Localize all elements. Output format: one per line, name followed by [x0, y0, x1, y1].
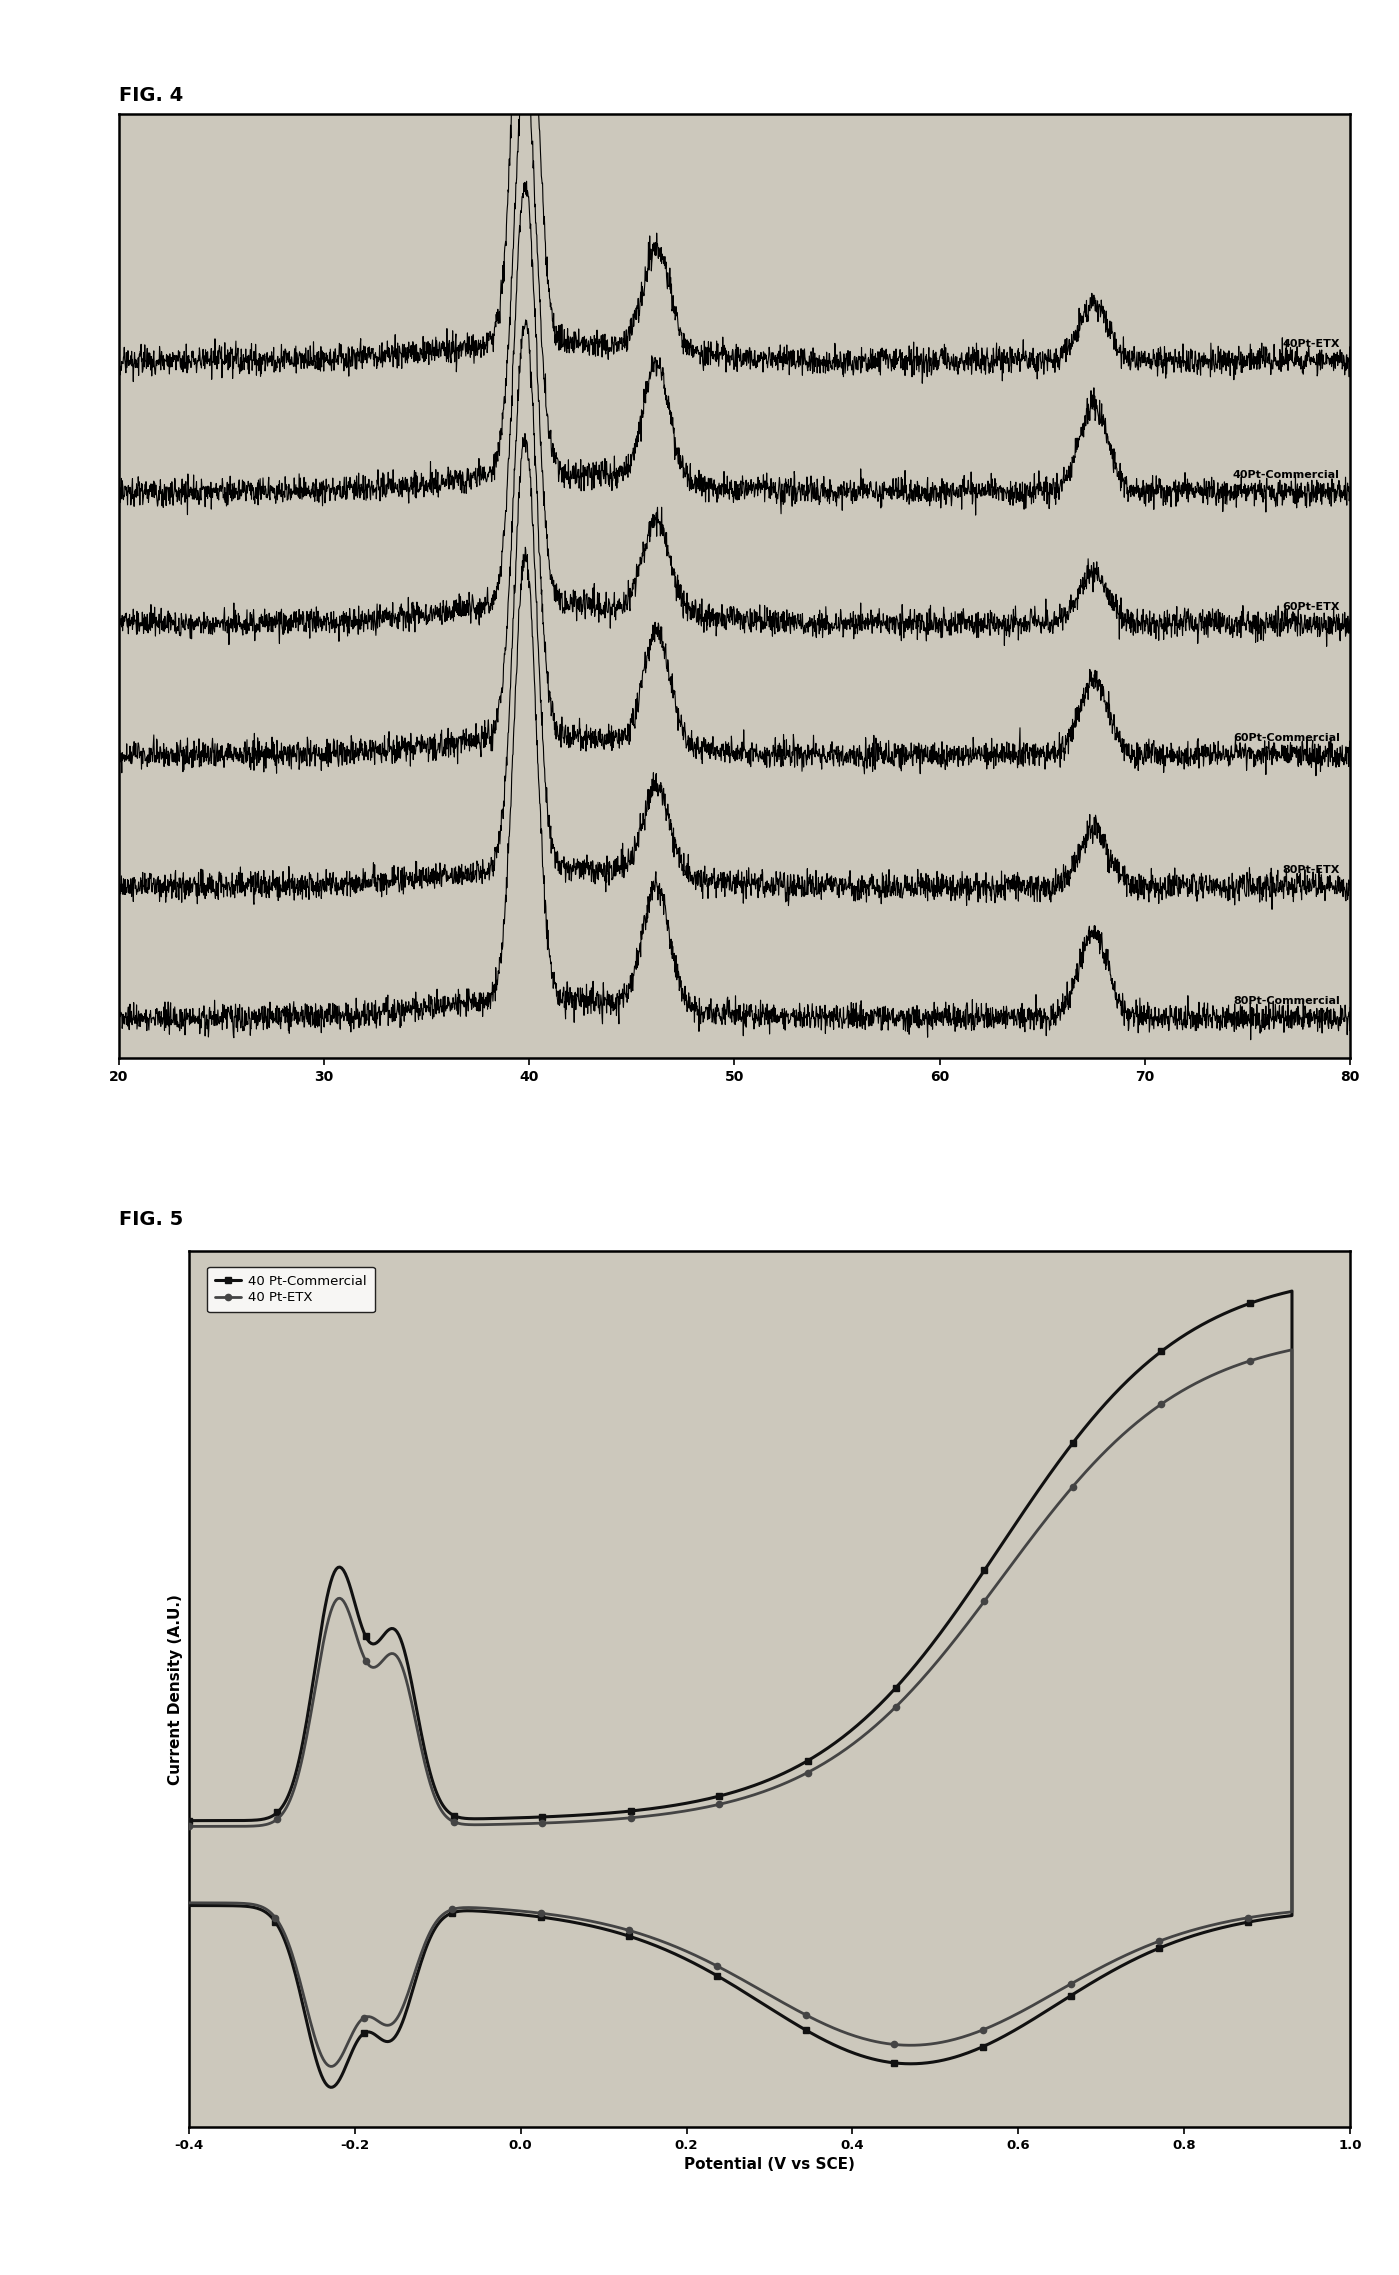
40 Pt-Commercial [322, 2075, 339, 2102]
40 Pt-Commercial [925, 1629, 942, 1656]
40 Pt-ETX [322, 2052, 339, 2079]
Legend: 40 Pt-Commercial, 40 Pt-ETX: 40 Pt-Commercial, 40 Pt-ETX [207, 1267, 375, 1313]
Text: 60Pt-Commercial: 60Pt-Commercial [1233, 733, 1340, 744]
Text: 40Pt-Commercial: 40Pt-Commercial [1233, 471, 1340, 480]
40 Pt-Commercial [1227, 1911, 1244, 1938]
Line: 40 Pt-Commercial: 40 Pt-Commercial [186, 1288, 1295, 2091]
Text: FIG. 5: FIG. 5 [119, 1210, 183, 1228]
Text: 40Pt-ETX: 40Pt-ETX [1283, 339, 1340, 348]
40 Pt-ETX [1139, 1401, 1156, 1429]
40 Pt-Commercial [1181, 1922, 1198, 1950]
40 Pt-Commercial [1139, 1349, 1156, 1376]
40 Pt-ETX [1227, 1906, 1244, 1934]
40 Pt-Commercial [180, 1893, 197, 1920]
Text: 80Pt-Commercial: 80Pt-Commercial [1233, 996, 1340, 1006]
40 Pt-ETX [553, 1809, 569, 1836]
Text: 80Pt-ETX: 80Pt-ETX [1283, 864, 1340, 874]
40 Pt-Commercial [1284, 1279, 1301, 1306]
40 Pt-Commercial [553, 1802, 569, 1829]
40 Pt-ETX [925, 1654, 942, 1681]
40 Pt-Commercial [180, 1806, 197, 1834]
40 Pt-ETX [180, 1813, 197, 1840]
40 Pt-ETX [1284, 1335, 1301, 1363]
40 Pt-ETX [180, 1888, 197, 1916]
X-axis label: Potential (V vs SCE): Potential (V vs SCE) [684, 2157, 855, 2173]
Text: 60Pt-ETX: 60Pt-ETX [1283, 601, 1340, 612]
40 Pt-ETX [1181, 1918, 1198, 1945]
Y-axis label: Current Density (A.U.): Current Density (A.U.) [168, 1595, 183, 1784]
Line: 40 Pt-ETX: 40 Pt-ETX [186, 1347, 1295, 2070]
Text: FIG. 4: FIG. 4 [119, 86, 183, 105]
40 Pt-ETX [473, 1811, 490, 1838]
40 Pt-Commercial [473, 1804, 490, 1831]
